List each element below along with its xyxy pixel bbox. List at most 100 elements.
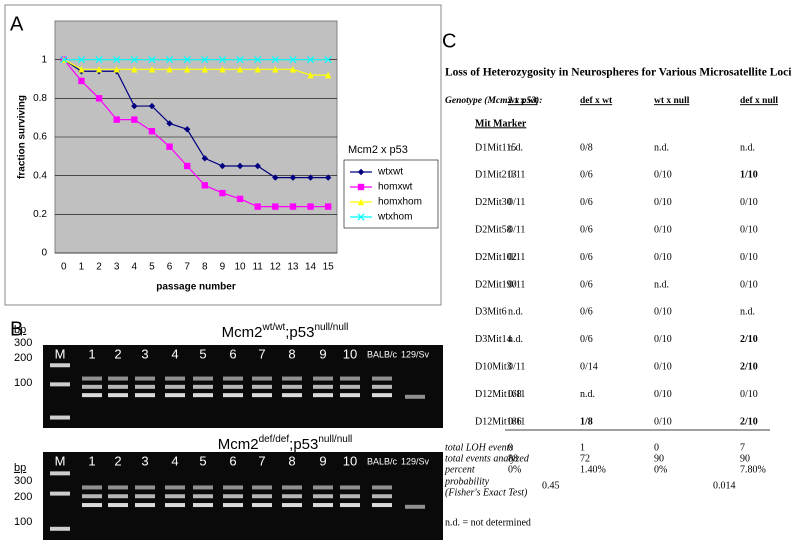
x-tick-label: 5 [149, 262, 155, 273]
table-cell: 0/10 [654, 197, 672, 208]
table-cell: 0/11 [508, 279, 525, 290]
gel-band [135, 393, 155, 398]
summary-cell: 1.40% [580, 464, 606, 475]
marker [77, 56, 86, 64]
table-cell: n.d. [580, 389, 595, 400]
marker [357, 168, 365, 176]
lane-label: BALB/c [367, 456, 398, 466]
gel-band [108, 503, 128, 508]
summary-cell: 0 [508, 442, 513, 453]
lane-label: 4 [171, 453, 178, 468]
gel-band [282, 503, 302, 508]
marker [148, 56, 156, 64]
x-tick-label: 2 [96, 262, 102, 273]
summary-cell: 72 [580, 453, 590, 464]
marker [357, 213, 365, 221]
table-header: wt x wt [508, 96, 538, 106]
marker [219, 162, 226, 170]
gel-band [405, 504, 425, 509]
gel-band [340, 494, 360, 499]
gel-title-part: Mcm2 [222, 324, 263, 341]
lane-label: 8 [288, 346, 295, 361]
table-cell: 0/10 [654, 361, 672, 372]
marker [357, 198, 365, 206]
marker [324, 56, 332, 64]
gel-band [108, 376, 128, 381]
lane-label: BALB/c [367, 349, 398, 359]
marker [272, 174, 279, 181]
gel-band [135, 503, 155, 508]
table-cell: n.d. [740, 142, 755, 153]
table-cell: 0/10 [654, 252, 672, 263]
summary-cell: 88 [508, 453, 518, 464]
table-header: def x wt [580, 96, 613, 106]
x-tick-label: 13 [287, 262, 299, 273]
marker [236, 56, 244, 64]
marker [113, 56, 121, 64]
gel-band [82, 503, 102, 508]
marker [131, 102, 138, 110]
table-cell: 0/10 [654, 170, 672, 181]
gel-band [165, 503, 185, 508]
gel-band [223, 494, 243, 499]
gel-band [135, 485, 155, 490]
marker [324, 71, 332, 79]
gel-band [135, 376, 155, 381]
panel-label: C [442, 30, 456, 52]
gel-band [252, 384, 272, 389]
bp-label: bp [14, 324, 26, 336]
marker [183, 56, 191, 64]
gel-title-part: ;p53 [289, 436, 318, 453]
table-cell: 1/10 [740, 170, 758, 181]
marker [166, 143, 173, 150]
gel-band [282, 384, 302, 389]
y-tick-label: 0.2 [33, 209, 47, 220]
gel-band [50, 415, 70, 420]
lane-label: M [55, 453, 66, 468]
marker [289, 203, 297, 210]
table-cell: 0/10 [740, 389, 758, 400]
x-tick-label: 6 [167, 262, 173, 273]
marker [78, 66, 85, 73]
summary-cell: 7 [740, 442, 745, 453]
marker [201, 155, 209, 162]
table-cell: 2/10 [740, 334, 758, 345]
marker [236, 66, 244, 73]
table-cell: 2/10 [740, 361, 758, 372]
marker [201, 66, 209, 73]
marker [254, 203, 261, 210]
probability-value: 0.45 [542, 480, 560, 491]
lane-label: 3 [141, 346, 148, 361]
table-cell: 0/6 [580, 224, 593, 235]
marker [95, 95, 103, 102]
marker [254, 66, 261, 73]
summary-label: percent [444, 464, 475, 475]
table-subheader: Mit Marker [475, 118, 527, 129]
gel-band [313, 393, 333, 398]
gel-title: Mcm2wt/wt;p53null/null [222, 322, 349, 341]
marker [289, 66, 297, 73]
gel-band [165, 376, 185, 381]
row-label: D3Mit6 [475, 307, 507, 318]
marker [183, 66, 191, 73]
row-label: D2Mit30 [475, 197, 512, 208]
summary-cell: 90 [654, 453, 664, 464]
table-cell: 0/10 [654, 307, 672, 318]
marker [289, 174, 297, 181]
table-cell: 0/10 [654, 389, 672, 400]
table-cell: 0/6 [580, 252, 593, 263]
table-cell: n.d. [508, 307, 523, 318]
marker [307, 174, 314, 181]
row-label: D1Mit115 [475, 142, 516, 153]
x-tick-label: 7 [184, 262, 190, 273]
table-cell: 0/6 [580, 307, 593, 318]
gel-band [340, 384, 360, 389]
gel-band [372, 376, 392, 381]
size-label: 200 [14, 352, 32, 364]
gel-band [252, 503, 272, 508]
table-cell: 0/11 [508, 224, 525, 235]
marker [272, 66, 279, 73]
gel-band [193, 384, 213, 389]
y-tick-label: 0.4 [33, 170, 47, 181]
